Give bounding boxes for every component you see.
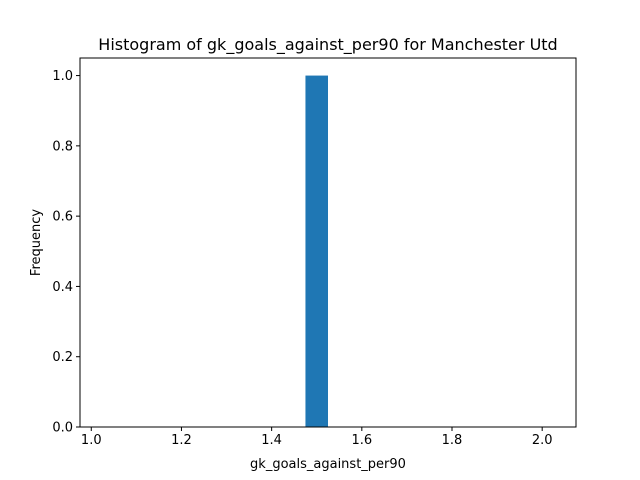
x-tick-label: 2.0 — [532, 433, 553, 448]
x-tick-label: 1.8 — [442, 433, 463, 448]
plot-frame — [79, 57, 577, 428]
y-tick-label: 0.6 — [52, 210, 73, 225]
x-tick-label: 1.2 — [171, 433, 192, 448]
x-tick-label: 1.0 — [81, 433, 102, 448]
y-axis-label: Frequency — [29, 209, 44, 276]
x-tick-label: 1.4 — [261, 433, 282, 448]
bars-layer — [305, 75, 328, 428]
x-tick-label: 1.6 — [351, 433, 372, 448]
y-tick-label: 0.8 — [52, 139, 73, 154]
y-tick-label: 1.0 — [52, 69, 73, 84]
x-axis-label: gk_goals_against_per90 — [250, 457, 406, 472]
y-axis: 0.0 0.2 0.4 0.6 0.8 1.0 — [52, 69, 80, 436]
y-tick-label: 0.0 — [52, 421, 73, 436]
chart-title: Histogram of gk_goals_against_per90 for … — [98, 35, 557, 55]
y-tick-label: 0.2 — [52, 350, 73, 365]
x-axis: 1.0 1.2 1.4 1.6 1.8 2.0 — [81, 427, 553, 448]
y-tick-label: 0.4 — [52, 280, 73, 295]
histogram-bar-0 — [305, 75, 328, 428]
